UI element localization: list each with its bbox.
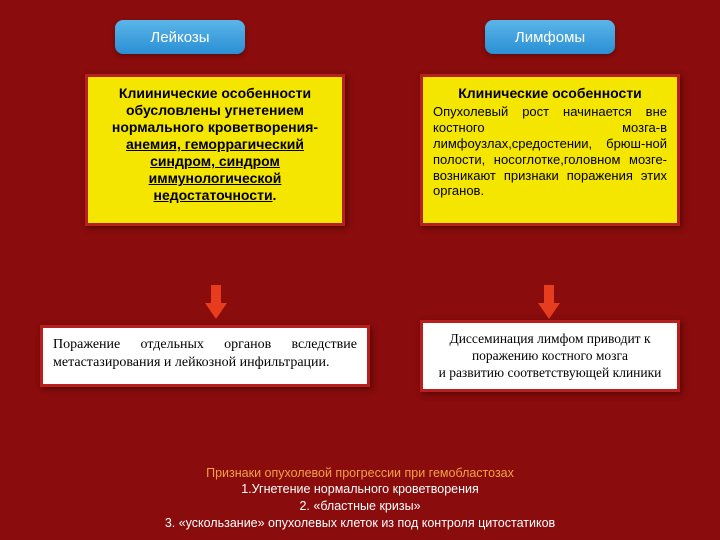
left-white-box: Поражение отдельных органов вследствие м… — [40, 325, 370, 387]
left-yellow-period: . — [273, 187, 277, 203]
header-left-label: Лейкозы — [150, 29, 209, 46]
left-yellow-box: Клиинические особенности обусловлены угн… — [85, 74, 345, 226]
right-yellow-body: Опухолевый рост начинается вне костного … — [433, 104, 667, 199]
right-white-line2: и развитию соответствующей клиники — [433, 365, 667, 382]
header-right-button: Лимфомы — [485, 20, 615, 54]
header-right-label: Лимфомы — [515, 29, 585, 46]
footer-title: Признаки опухолевой прогрессии при гемоб… — [0, 465, 720, 482]
footer-line-2: 2. «бластные кризы» — [0, 498, 720, 515]
footer-line-3: 3. «ускользание» опухолевых клеток из по… — [0, 515, 720, 532]
footer-block: Признаки опухолевой прогрессии при гемоб… — [0, 465, 720, 533]
right-white-line1: Диссеминация лимфом приводит к поражению… — [433, 331, 667, 365]
right-arrow-icon — [540, 285, 558, 319]
left-yellow-dash: - — [313, 119, 318, 135]
left-arrow-icon — [207, 285, 225, 319]
left-white-text: Поражение отдельных органов вследствие м… — [53, 337, 357, 370]
left-yellow-title: Клиинические особенности обусловлены угн… — [112, 85, 313, 135]
footer-line-1: 1.Угнетение нормального кроветворения — [0, 481, 720, 498]
right-white-box: Диссеминация лимфом приводит к поражению… — [420, 320, 680, 392]
right-yellow-title: Клинические особенности — [433, 85, 667, 102]
left-yellow-underlined: анемия, геморрагический синдром, синдром… — [126, 136, 304, 203]
header-left-button: Лейкозы — [115, 20, 245, 54]
right-yellow-box: Клинические особенности Опухолевый рост … — [420, 74, 680, 226]
